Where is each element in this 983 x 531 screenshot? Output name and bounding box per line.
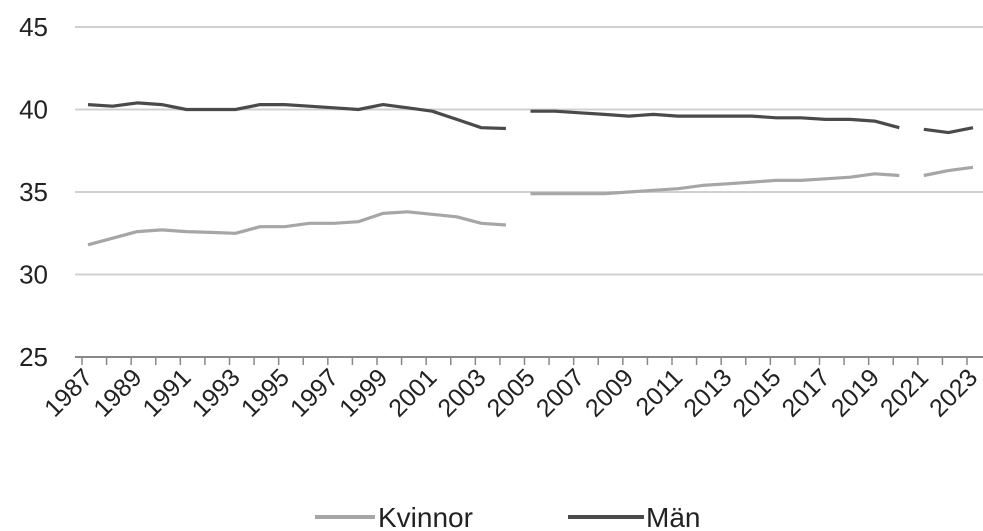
x-tick-label: 1993 — [187, 363, 246, 422]
y-tick-label: 30 — [19, 260, 48, 290]
gridlines — [75, 26, 983, 276]
x-tick-label: 1999 — [334, 363, 393, 422]
series-line-män-segment-2 — [530, 109, 900, 130]
x-tick-label: 2007 — [531, 363, 590, 422]
x-tick-label: 1991 — [137, 363, 196, 422]
x-tick-label: 2021 — [875, 363, 934, 422]
x-tick-label: 2013 — [678, 363, 737, 422]
axes — [75, 356, 983, 365]
x-tick-label: 2023 — [924, 363, 983, 422]
x-tick-label: 1987 — [39, 363, 98, 422]
x-tick-label: 2009 — [580, 363, 639, 422]
y-tick-labels: 25 30 35 40 45 — [19, 12, 48, 372]
x-tick-label: 1997 — [285, 363, 344, 422]
legend: Kvinnor Män — [315, 502, 700, 531]
x-tick-labels: 1987198919911993199519971999200120032005… — [39, 363, 983, 422]
legend-label-kvinnor: Kvinnor — [378, 502, 473, 531]
x-tick-label: 1989 — [88, 363, 147, 422]
series-line-män-segment-1 — [87, 101, 506, 131]
x-tick-label: 2019 — [826, 363, 885, 422]
series-line-kvinnor-segment-3 — [923, 165, 974, 178]
series-line-kvinnor-segment-1 — [87, 210, 507, 247]
x-tick-label: 2003 — [432, 363, 491, 422]
x-tick-label: 1995 — [236, 363, 295, 422]
x-tick-label: 2011 — [630, 363, 688, 421]
x-tick-label: 2005 — [482, 363, 541, 422]
y-tick-label: 45 — [19, 12, 48, 42]
legend-label-män: Män — [646, 502, 700, 531]
x-tick-label: 2015 — [727, 363, 786, 422]
series-line-män-segment-3 — [923, 126, 974, 135]
series-line-kvinnor-segment-2 — [530, 172, 900, 196]
x-tick-label: 2017 — [777, 363, 836, 422]
x-tick-label: 2001 — [383, 363, 442, 422]
series-lines — [87, 101, 974, 247]
y-tick-label: 40 — [19, 95, 48, 125]
y-tick-label: 35 — [19, 177, 48, 207]
y-tick-label: 25 — [19, 342, 48, 372]
